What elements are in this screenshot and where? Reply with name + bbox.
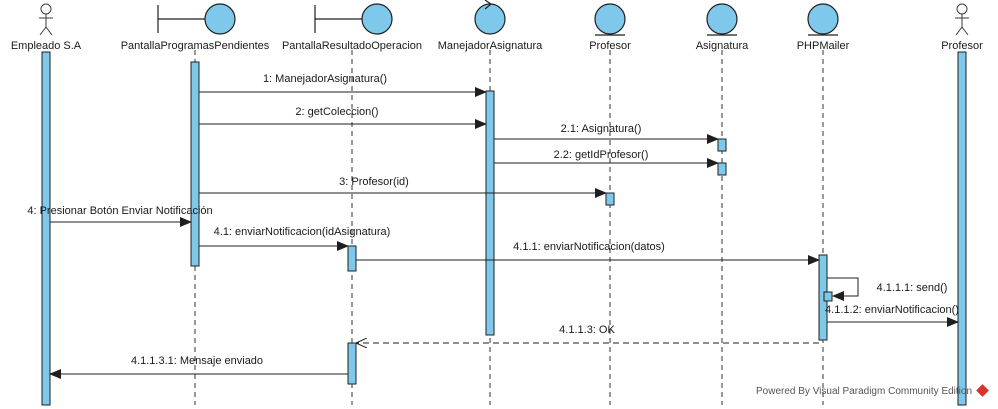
message-label: 1: ManejadorAsignatura() [263, 73, 387, 85]
activation-bar [485, 90, 495, 336]
activation-bar [347, 342, 357, 385]
participant-label: PantallaProgramasPendientes [121, 40, 270, 52]
actor-leg [39, 26, 47, 36]
actor-leg [955, 26, 963, 36]
participant-profesorAct: Profesor [941, 3, 983, 52]
watermark-text: Powered By Visual Paradigm Community Edi… [756, 386, 973, 397]
visual-paradigm-logo-icon [976, 384, 989, 397]
message-label: 4.1.1.3.1: Mensaje enviado [131, 355, 263, 367]
message-label: 4.1.1.1: send() [877, 282, 948, 294]
message-label: 2.1: Asignatura() [561, 123, 642, 135]
boundary-icon [361, 3, 393, 35]
participant-label: Profesor [941, 40, 983, 52]
actor-icon [40, 3, 52, 15]
message-label: 4: Presionar Botón Enviar Notificación [27, 205, 212, 217]
message-label: 4.1.1.3: OK [559, 324, 615, 336]
participant-empleado: Empleado S.A [11, 3, 82, 52]
message-label: 2: getColeccion() [295, 106, 378, 118]
actor-leg [961, 26, 969, 36]
control-arrow [484, 0, 493, 10]
participant-label: PHPMailer [797, 40, 850, 52]
entity-icon [706, 3, 738, 35]
activation-bar [41, 51, 51, 406]
participant-label: Empleado S.A [11, 40, 82, 52]
participant-label: Profesor [589, 40, 631, 52]
message-9 [827, 277, 859, 301]
message-label: 4.1.1.2: enviarNotificacion() [825, 304, 959, 316]
actor-leg [45, 26, 53, 36]
message-label: 4.1.1: enviarNotificacion(datos) [513, 241, 665, 253]
actor-icon [956, 3, 968, 15]
activation-bar [823, 291, 833, 302]
boundary-icon [204, 3, 236, 35]
watermark: Powered By Visual Paradigm Community Edi… [756, 384, 989, 397]
entity-icon [807, 3, 839, 35]
activation-bar [957, 51, 967, 406]
message-label: 2.2: getIdProfesor() [554, 149, 649, 161]
activation-bar [717, 138, 727, 152]
entity-icon [594, 3, 626, 35]
self-message-arrow [827, 277, 859, 301]
participant-profesorEnt: Profesor [589, 3, 631, 52]
activation-bar [605, 192, 615, 206]
activation-bar [717, 162, 727, 176]
activation-bar [347, 245, 357, 272]
participant-pantallaPP: PantallaProgramasPendientes [121, 3, 270, 52]
participant-pantallaRO: PantallaResultadoOperacion [282, 3, 422, 52]
control-icon [474, 3, 506, 35]
activation-bar [190, 61, 200, 267]
participant-phpmailer: PHPMailer [797, 3, 850, 52]
participant-asignatura: Asignatura [696, 3, 749, 52]
message-label: 4.1: enviarNotificacion(idAsignatura) [214, 226, 391, 238]
message-label: 3: Profesor(id) [339, 176, 409, 188]
participant-label: ManejadorAsignatura [438, 40, 543, 52]
participant-label: PantallaResultadoOperacion [282, 40, 422, 52]
participant-manejador: ManejadorAsignatura [438, 0, 543, 52]
participant-label: Asignatura [696, 40, 749, 52]
